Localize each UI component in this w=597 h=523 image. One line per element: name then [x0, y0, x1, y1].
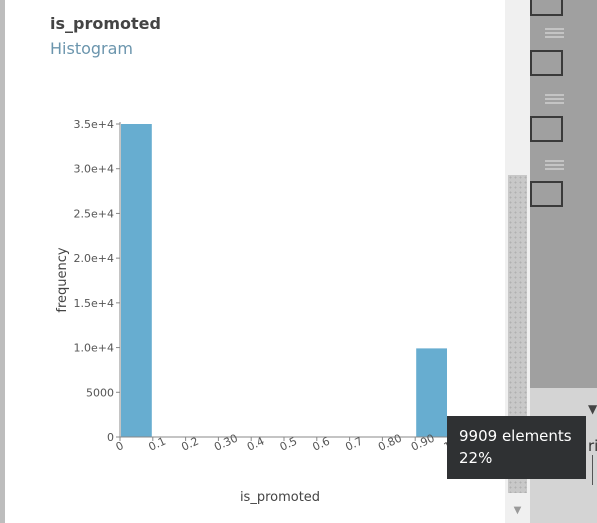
- partial-label: ri: [588, 437, 597, 455]
- y-tick-label: 1.0e+4: [74, 342, 114, 355]
- x-axis-title: is_promoted: [240, 490, 320, 505]
- x-tick-label: 0.30: [212, 432, 240, 454]
- drag-handle-icon[interactable]: [545, 94, 564, 106]
- dropdown-arrow-icon[interactable]: ▼: [588, 402, 597, 416]
- x-tick-label: 0.80: [376, 432, 404, 454]
- widget-box[interactable]: [530, 116, 563, 142]
- histogram-bar[interactable]: [416, 348, 447, 437]
- tooltip-percent: 22%: [459, 449, 493, 467]
- bars-group: [121, 124, 447, 437]
- tooltip-count: 9909 elements: [459, 427, 572, 445]
- y-tick-label: 2.0e+4: [74, 252, 114, 265]
- divider: [592, 455, 593, 485]
- y-tick-label: 1.5e+4: [74, 297, 114, 310]
- x-tick-label: 0: [114, 439, 126, 454]
- chart-title: is_promoted: [50, 14, 161, 33]
- widget-box[interactable]: [530, 50, 563, 76]
- scroll-down-arrow-icon[interactable]: ▼: [513, 505, 522, 516]
- y-tick-label: 0: [107, 431, 114, 444]
- y-tick-label: 2.5e+4: [74, 207, 114, 220]
- histogram-bar[interactable]: [121, 124, 152, 437]
- y-tick-label: 5000: [86, 386, 114, 399]
- x-axis: 00.10.20.300.40.50.60.70.800.901: [114, 432, 454, 454]
- widget-box[interactable]: [530, 181, 563, 207]
- y-tick-label: 3.0e+4: [74, 163, 114, 176]
- chart-panel: is_promoted Histogram: [0, 0, 505, 523]
- drag-handle-icon[interactable]: [545, 160, 564, 172]
- y-axis-title: frequency: [55, 247, 70, 313]
- y-axis: 0 5000 1.0e+4 1.5e+4 2.0e+4 2.5e+4 3.0e+4 3.5e+…: [74, 118, 121, 444]
- x-tick-label: 0.90: [409, 432, 437, 454]
- drag-handle-icon[interactable]: [545, 28, 564, 40]
- chart-subtitle: Histogram: [50, 39, 133, 58]
- widget-box[interactable]: [530, 0, 563, 16]
- scrollbar-thumb[interactable]: [508, 175, 527, 493]
- histogram-chart: 0 5000 1.0e+4 1.5e+4 2.0e+4 2.5e+4 3.0e+4 3.5e+…: [55, 118, 454, 505]
- y-tick-label: 3.5e+4: [74, 118, 114, 131]
- bar-tooltip: 9909 elements 22%: [447, 416, 586, 479]
